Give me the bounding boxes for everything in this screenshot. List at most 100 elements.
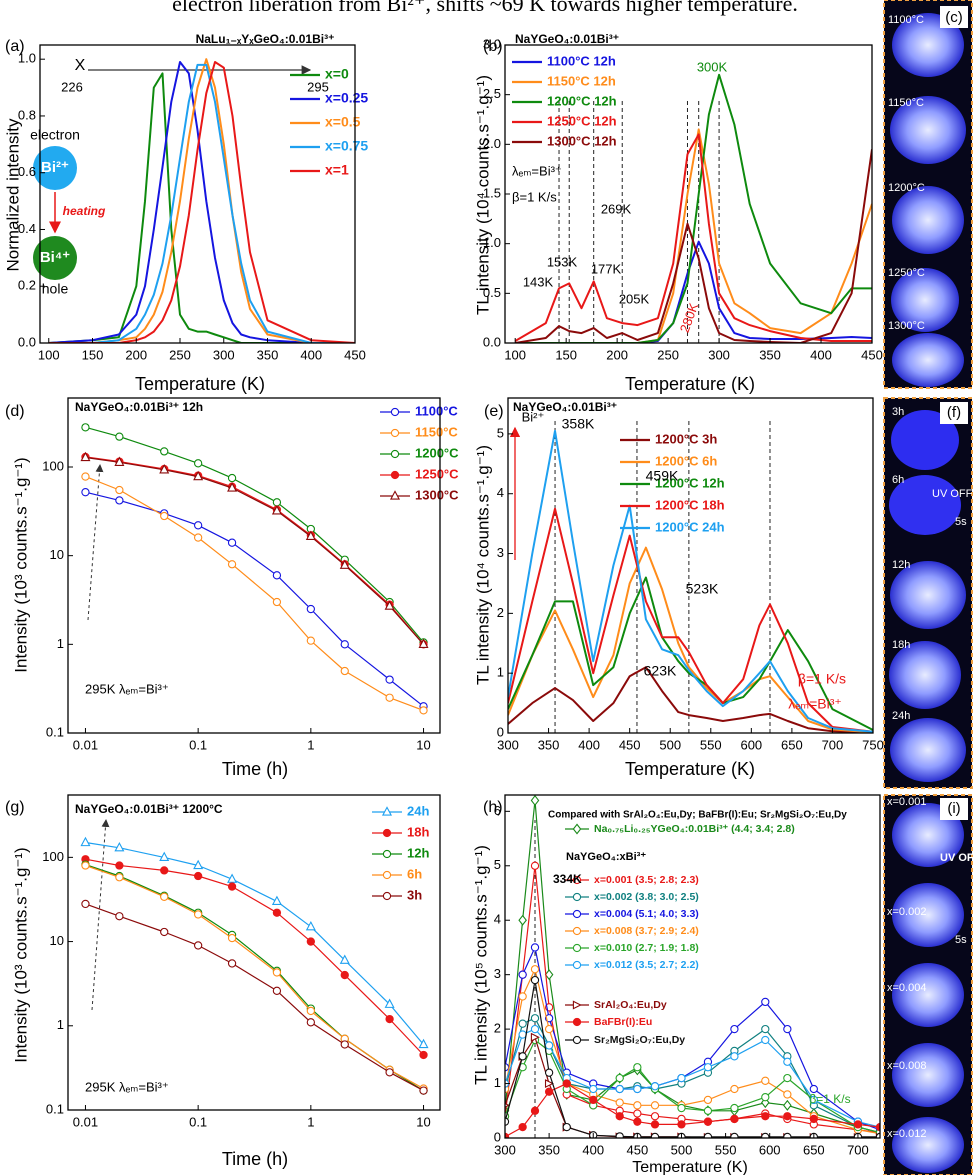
marker	[518, 1052, 527, 1061]
series-line	[48, 58, 355, 343]
marker	[306, 1018, 315, 1027]
marker	[783, 1099, 792, 1111]
marker	[81, 861, 90, 870]
marker	[193, 470, 204, 481]
plot-area	[80, 836, 429, 1095]
legend-label: x=0	[325, 66, 349, 82]
marker	[306, 636, 315, 645]
annotation: 459K	[646, 468, 679, 484]
y-tick-label: 100	[42, 458, 64, 473]
series-line	[48, 61, 355, 343]
marker	[390, 449, 400, 459]
caption: 1250°C	[888, 267, 925, 279]
y-tick-label: 2.0	[483, 136, 501, 151]
x-tick-label: 450	[627, 1142, 649, 1157]
arrow	[87, 464, 104, 621]
x-tick-label: 100	[504, 347, 526, 362]
x-axis-title: Time (h)	[222, 759, 288, 779]
y-tick-label: 5	[494, 857, 501, 872]
marker	[227, 933, 237, 943]
marker	[783, 1073, 792, 1083]
legend-label: x=0.012 (3.5; 2.7; 2.2)	[594, 959, 699, 971]
y-tick-label: 1	[57, 636, 64, 651]
marker	[115, 873, 124, 882]
marker	[227, 873, 238, 883]
series-line	[48, 61, 355, 343]
annotation: β=1 K/s	[512, 189, 557, 204]
x-tick-label: 200	[125, 347, 147, 362]
y-tick-label: 4	[494, 912, 501, 927]
x-tick-label: 350	[759, 347, 781, 362]
caption: 5s	[955, 934, 967, 946]
y-tick-label: 5	[497, 425, 504, 440]
legend-label: 1200°C 24h	[655, 519, 725, 534]
annotation: 269K	[601, 201, 632, 216]
marker	[650, 1120, 660, 1129]
marker	[783, 1024, 792, 1034]
marker	[272, 571, 282, 580]
marker	[809, 1095, 818, 1105]
series-line	[515, 128, 872, 343]
x-tick-label: 250	[657, 347, 679, 362]
annotation: β=1 K/s	[798, 671, 846, 687]
x-tick-label: 700	[822, 737, 844, 752]
x-tick-label: 10	[416, 1114, 430, 1129]
marker	[530, 861, 540, 870]
y-tick-label: 0.2	[18, 278, 36, 293]
marker	[530, 1106, 540, 1115]
marker	[615, 1112, 624, 1121]
marker	[385, 1014, 394, 1024]
chart-title: NaYGeO₄:0.01Bi³⁺ 12h	[75, 400, 203, 414]
marker	[390, 428, 400, 438]
chart-title: NaYGeO₄:0.01Bi³⁺	[513, 400, 617, 414]
caption: x=0.002	[887, 906, 926, 918]
marker	[650, 1112, 660, 1121]
marker	[761, 1093, 770, 1102]
marker	[340, 1040, 349, 1049]
annotation: 226	[61, 79, 83, 94]
caption: UV OFF	[940, 852, 974, 864]
x-tick-label: 350	[538, 737, 560, 752]
marker	[419, 706, 428, 715]
legend-label: 1200°C 12h	[547, 93, 617, 108]
annotation: NaYGeO₄:xBi³⁺	[566, 851, 646, 863]
marker	[783, 1112, 792, 1121]
marker	[115, 912, 124, 921]
marker	[760, 1097, 770, 1109]
series-line	[85, 456, 424, 645]
legend-label: Na₀.₇₅Li₀.₂₅YGeO₄:0.01Bi³⁺ (4.4; 3.4; 2.…	[594, 823, 795, 835]
plot-area	[505, 795, 880, 1138]
marker	[80, 836, 91, 847]
marker	[305, 920, 316, 931]
x-tick-label: 400	[578, 737, 600, 752]
marker	[572, 892, 582, 902]
x-tick-label: 400	[300, 347, 322, 362]
marker	[783, 1090, 792, 1099]
marker	[385, 693, 394, 702]
marker	[193, 533, 203, 542]
marker	[572, 926, 582, 936]
marker	[677, 1120, 686, 1129]
annotation: hole	[42, 281, 69, 297]
legend-label: 1250°C 12h	[547, 113, 617, 128]
x-tick-label: 1	[307, 737, 314, 752]
marker	[193, 859, 204, 870]
marker	[306, 604, 315, 614]
series-line	[505, 1036, 880, 1138]
marker	[544, 1024, 554, 1034]
marker	[875, 1132, 880, 1138]
marker	[518, 992, 527, 1001]
x-tick-label: 350	[257, 347, 279, 362]
y-tick-label: 1	[57, 1017, 64, 1032]
marker	[730, 1132, 739, 1138]
marker	[115, 485, 124, 495]
marker	[530, 975, 540, 985]
annotation: 295	[307, 79, 329, 94]
x-tick-label: 650	[803, 1142, 825, 1157]
marker	[562, 1079, 571, 1088]
legend-label: 3h	[407, 887, 422, 902]
marker	[390, 470, 400, 480]
y-tick-label: 2.5	[483, 86, 501, 101]
marker	[115, 496, 124, 505]
y-tick-label: 0.6	[18, 164, 36, 179]
